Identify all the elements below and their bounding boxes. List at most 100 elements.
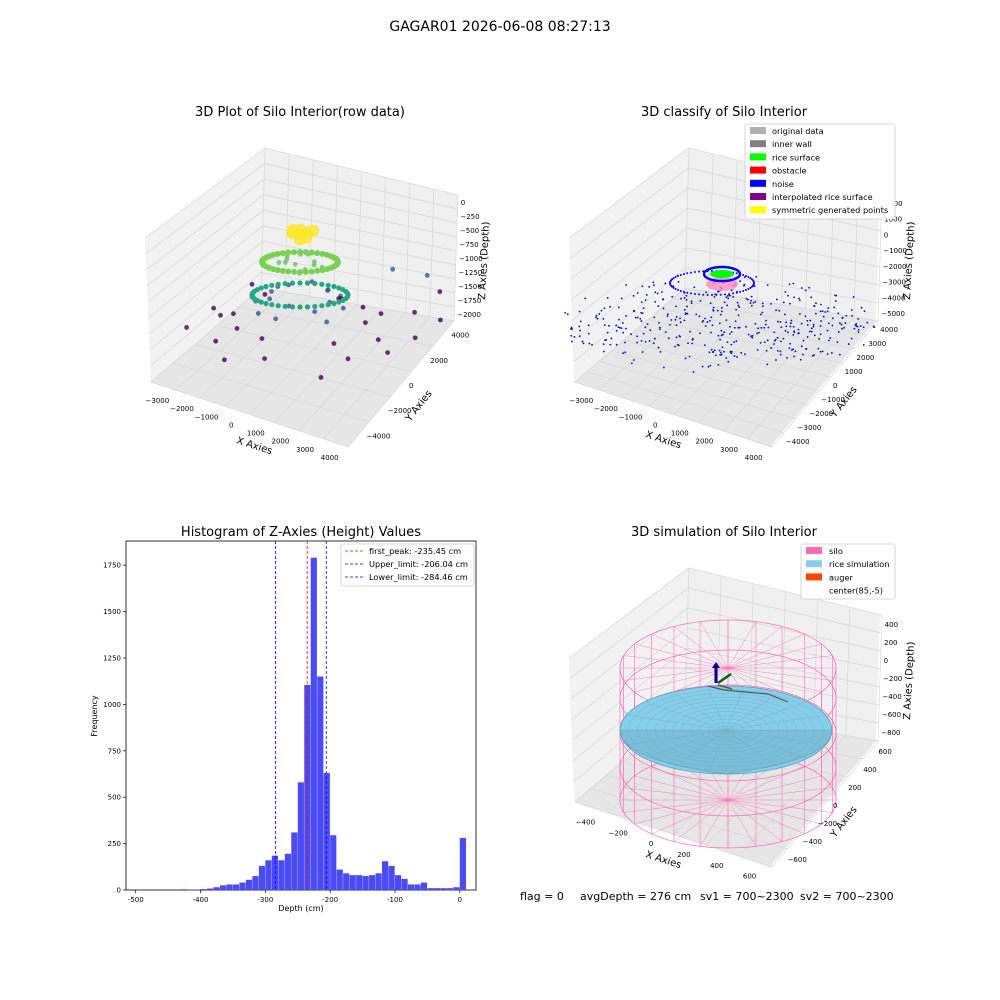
noise-point bbox=[806, 336, 809, 338]
noise-point bbox=[787, 294, 789, 297]
noise-point bbox=[708, 351, 711, 354]
noise-point bbox=[679, 317, 681, 320]
silo-spoke bbox=[651, 765, 729, 801]
noise-point bbox=[729, 294, 731, 297]
noise-point bbox=[830, 352, 833, 354]
noise-point bbox=[782, 301, 785, 304]
noise-point bbox=[827, 322, 830, 325]
grid-line bbox=[147, 209, 457, 303]
noise-point bbox=[804, 289, 807, 292]
noise-point bbox=[591, 343, 593, 346]
grid-line bbox=[732, 159, 738, 297]
noise-point bbox=[686, 312, 689, 315]
x-tick-label: 4000 bbox=[321, 454, 339, 462]
data-point bbox=[279, 267, 286, 274]
silo-simulation-3d-chart: 3D simulation of Silo Interior −400 −200 0… bbox=[568, 525, 917, 881]
noise-point bbox=[688, 355, 691, 358]
data-point bbox=[274, 267, 281, 274]
histogram-bar bbox=[219, 885, 227, 890]
noise-point bbox=[690, 271, 692, 274]
noise-point bbox=[698, 270, 701, 273]
noise-point bbox=[793, 331, 796, 334]
noise-point bbox=[859, 325, 862, 327]
noise-point bbox=[704, 325, 707, 327]
x-tick-label: 1000 bbox=[247, 430, 265, 438]
legend-swatch bbox=[750, 166, 766, 174]
noise-point bbox=[702, 319, 705, 322]
grid-line bbox=[150, 272, 455, 367]
histogram-bar bbox=[239, 882, 246, 890]
grid-line bbox=[569, 587, 882, 679]
rice-mesh-line bbox=[725, 729, 808, 759]
noise-point bbox=[711, 324, 714, 327]
data-point bbox=[318, 375, 324, 380]
noise-point bbox=[750, 285, 753, 288]
grid-line bbox=[144, 147, 459, 239]
noise-point bbox=[609, 305, 612, 308]
noise-point bbox=[720, 310, 723, 313]
noise-point bbox=[693, 271, 696, 274]
noise-point bbox=[828, 339, 830, 342]
noise-point bbox=[683, 319, 686, 322]
grid-line bbox=[672, 298, 867, 336]
status-sv2: sv2 = 700~2300 bbox=[800, 890, 894, 903]
data-point bbox=[254, 286, 260, 293]
noise-point bbox=[813, 305, 816, 308]
noise-point bbox=[872, 325, 875, 328]
z-tick-label: −600 bbox=[882, 711, 901, 719]
noise-point bbox=[686, 272, 689, 275]
noise-point bbox=[648, 285, 651, 288]
noise-point bbox=[683, 309, 686, 311]
noise-point bbox=[587, 332, 590, 335]
grid-line bbox=[429, 189, 435, 317]
noise-point bbox=[675, 315, 678, 318]
histogram-bar bbox=[181, 889, 188, 890]
grid-line bbox=[224, 300, 334, 407]
noise-point bbox=[644, 326, 647, 329]
histogram-bar bbox=[356, 875, 363, 890]
noise-point bbox=[735, 340, 738, 343]
noise-point bbox=[679, 321, 682, 324]
legend-label: Upper_limit: -206.04 cm bbox=[369, 559, 468, 569]
grid-line bbox=[194, 344, 391, 397]
rice-mesh-line bbox=[644, 701, 727, 731]
noise-point bbox=[659, 328, 661, 331]
data-point bbox=[269, 302, 275, 308]
y-tick-label: −3000 bbox=[798, 424, 822, 432]
data-point bbox=[324, 319, 330, 325]
grid-line bbox=[572, 647, 880, 741]
noise-point bbox=[776, 349, 779, 352]
noise-point bbox=[780, 340, 782, 343]
noise-point bbox=[790, 319, 793, 322]
noise-point bbox=[802, 353, 804, 356]
noise-point bbox=[770, 302, 772, 305]
noise-point bbox=[841, 317, 844, 320]
data-point bbox=[218, 312, 223, 318]
y-tick-label: −200 bbox=[818, 820, 837, 828]
legend-label: rice surface bbox=[772, 152, 820, 162]
figure-title: GAGAR01 2026-06-08 08:27:13 bbox=[389, 19, 610, 35]
histogram-bar bbox=[375, 873, 382, 890]
noise-point bbox=[819, 350, 822, 353]
data-point bbox=[336, 285, 342, 291]
noise-point bbox=[657, 305, 660, 308]
noise-point bbox=[720, 351, 722, 354]
noise-point bbox=[685, 298, 688, 301]
data-point bbox=[263, 300, 269, 307]
noise-point bbox=[754, 322, 757, 325]
noise-point bbox=[821, 350, 824, 353]
noise-point bbox=[763, 326, 766, 329]
noise-point bbox=[742, 290, 745, 293]
status-flag: flag = 0 bbox=[520, 890, 564, 903]
noise-point bbox=[831, 324, 834, 327]
noise-point bbox=[798, 312, 801, 315]
grid-line bbox=[357, 171, 362, 305]
noise-point bbox=[798, 297, 800, 300]
x-tick-label: −2000 bbox=[594, 405, 618, 413]
noise-point bbox=[834, 300, 837, 302]
histogram-bar bbox=[459, 838, 466, 890]
data-point bbox=[291, 249, 298, 256]
noise-point bbox=[709, 364, 712, 367]
silo-spoke bbox=[623, 799, 729, 813]
grid-line bbox=[150, 381, 349, 448]
